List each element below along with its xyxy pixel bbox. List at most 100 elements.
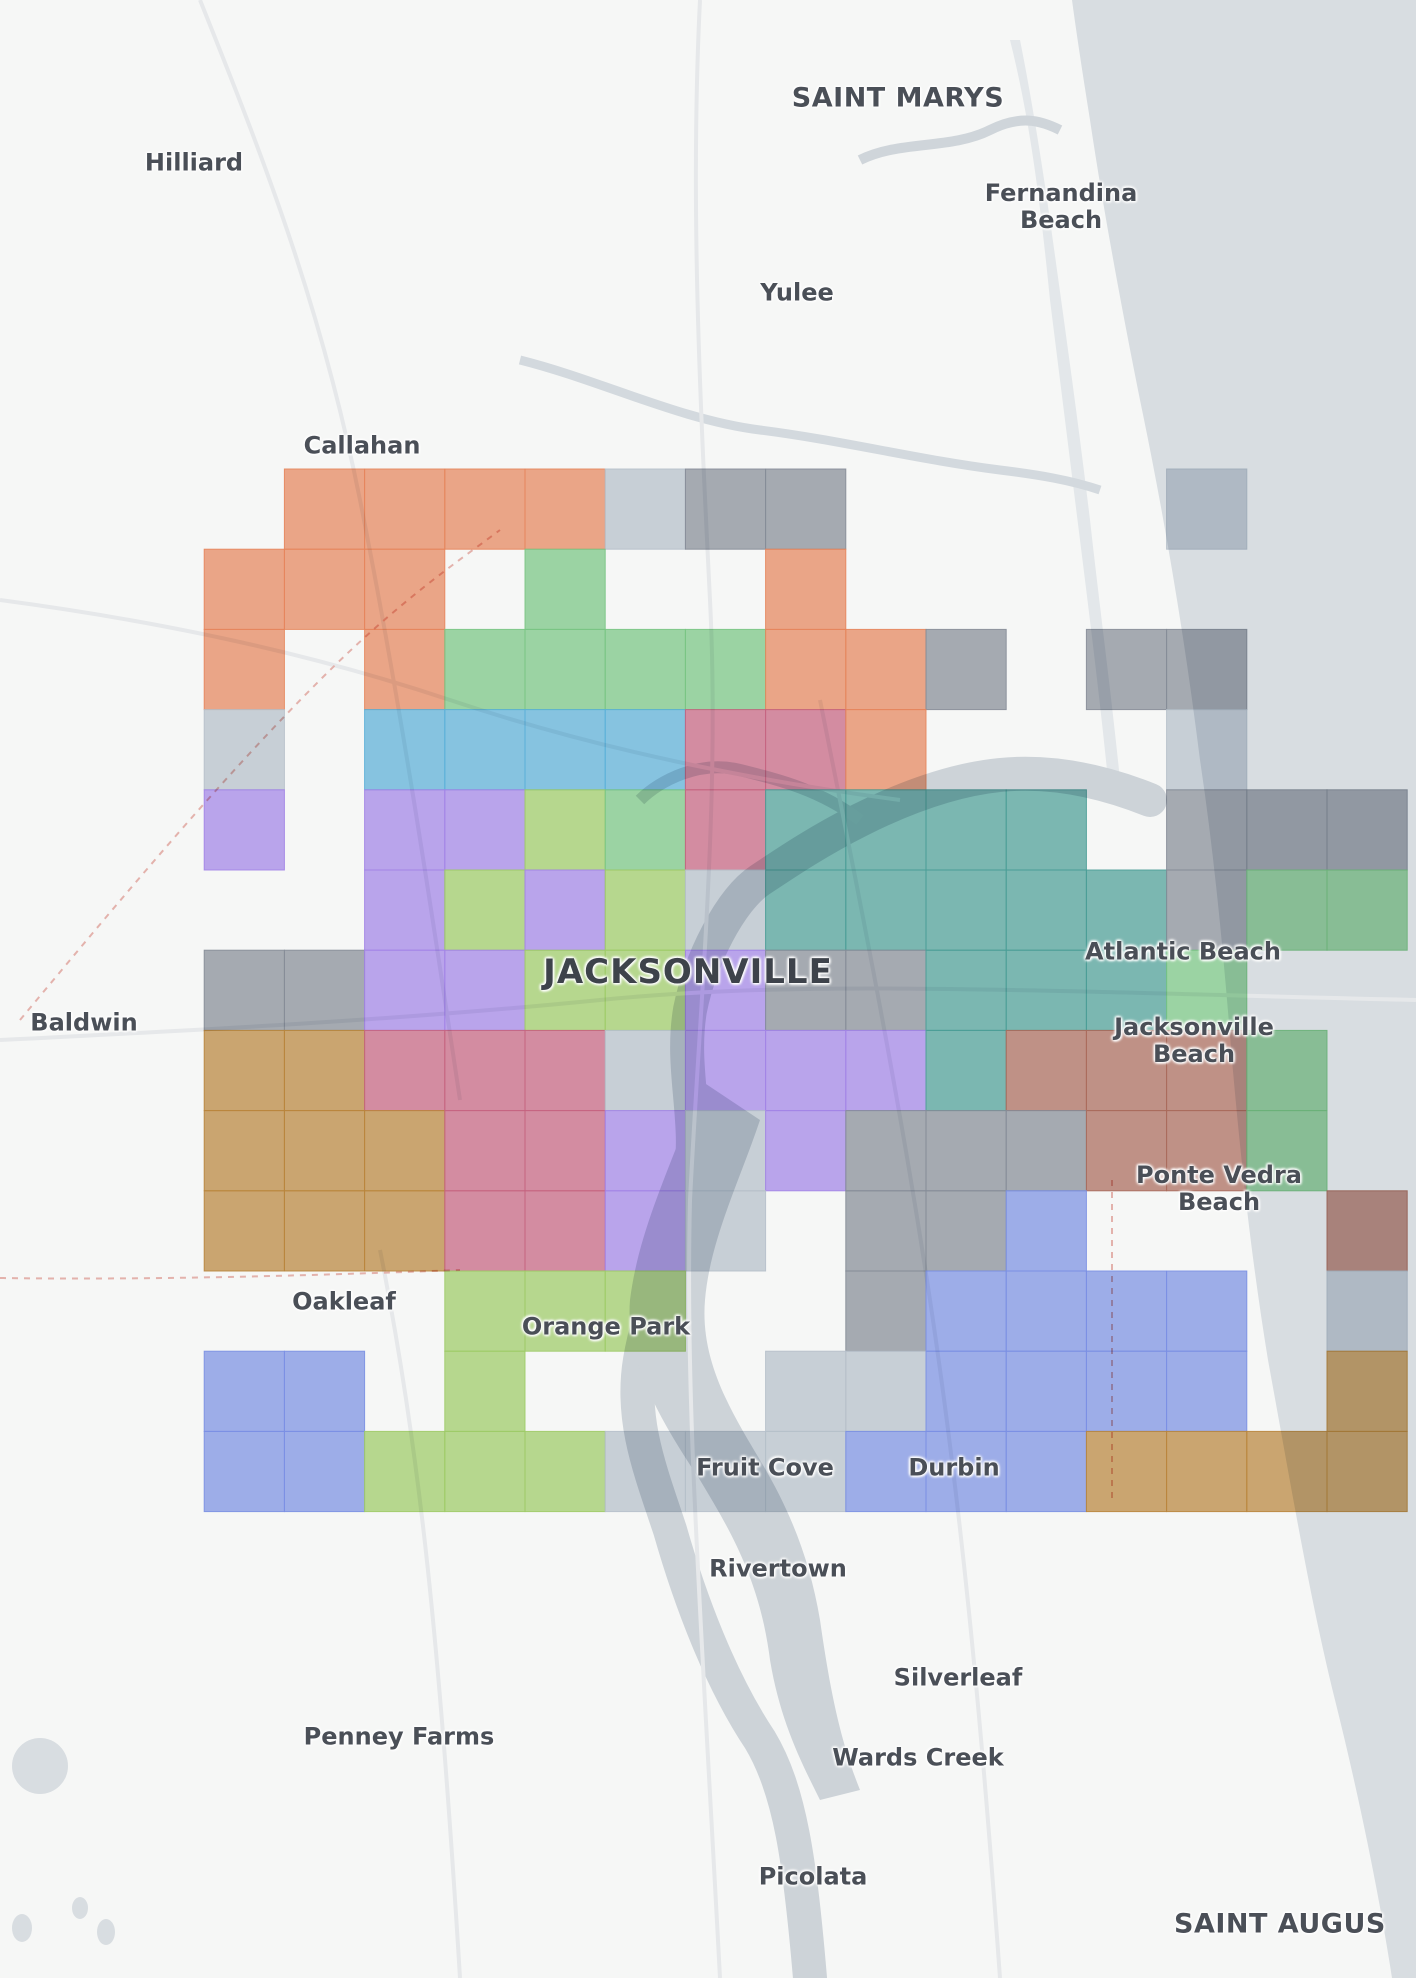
grid-cell[interactable] <box>765 869 847 951</box>
grid-cell[interactable] <box>1005 1190 1087 1272</box>
grid-cell[interactable] <box>524 628 606 711</box>
grid-cell[interactable] <box>444 628 526 711</box>
grid-cell[interactable] <box>524 1270 606 1352</box>
grid-cell[interactable] <box>283 548 366 630</box>
grid-cell[interactable] <box>1005 949 1087 1031</box>
grid-cell[interactable] <box>1085 1350 1168 1432</box>
grid-cell[interactable] <box>1246 1110 1328 1192</box>
grid-cell[interactable] <box>364 468 446 550</box>
grid-cell[interactable] <box>203 949 285 1031</box>
grid-cell[interactable] <box>604 468 686 550</box>
grid-cell[interactable] <box>765 1029 847 1112</box>
grid-cell[interactable] <box>1005 1350 1087 1432</box>
grid-cell[interactable] <box>1166 1270 1248 1352</box>
grid-cell[interactable] <box>1085 869 1168 951</box>
grid-cell[interactable] <box>1085 1430 1168 1513</box>
grid-cell[interactable] <box>1005 1270 1087 1352</box>
grid-cell[interactable] <box>1005 1110 1087 1192</box>
grid-cell[interactable] <box>925 789 1007 871</box>
grid-cell[interactable] <box>444 709 526 791</box>
grid-cell[interactable] <box>1326 1350 1408 1432</box>
grid-cell[interactable] <box>604 1029 686 1112</box>
grid-cell[interactable] <box>1166 789 1248 871</box>
grid-cell[interactable] <box>765 548 847 630</box>
grid-cell[interactable] <box>524 1190 606 1272</box>
grid-cell[interactable] <box>283 1110 366 1192</box>
grid-cell[interactable] <box>444 1190 526 1272</box>
grid-cell[interactable] <box>524 949 606 1031</box>
grid-cell[interactable] <box>524 709 606 791</box>
grid-cell[interactable] <box>1085 1110 1168 1192</box>
grid-cell[interactable] <box>283 1430 366 1513</box>
grid-cell[interactable] <box>925 1350 1007 1432</box>
grid-cell[interactable] <box>1246 869 1328 951</box>
grid-cell[interactable] <box>845 1270 927 1352</box>
grid-cell[interactable] <box>925 1270 1007 1352</box>
grid-cell[interactable] <box>364 628 446 711</box>
grid-cell[interactable] <box>604 709 686 791</box>
grid-cell[interactable] <box>845 1190 927 1272</box>
grid-cell[interactable] <box>283 1350 366 1432</box>
grid-cell[interactable] <box>524 869 606 951</box>
grid-cell[interactable] <box>444 949 526 1031</box>
grid-cell[interactable] <box>765 628 847 711</box>
grid-cell[interactable] <box>364 1029 446 1112</box>
grid-cell[interactable] <box>925 1110 1007 1192</box>
grid-cell[interactable] <box>364 1110 446 1192</box>
grid-cell[interactable] <box>765 949 847 1031</box>
grid-cell[interactable] <box>845 1350 927 1432</box>
grid-cell[interactable] <box>684 949 767 1031</box>
grid-cell[interactable] <box>203 1110 285 1192</box>
grid-cell[interactable] <box>845 709 927 791</box>
grid-cell[interactable] <box>845 1110 927 1192</box>
grid-cell[interactable] <box>1166 468 1248 550</box>
grid-cell[interactable] <box>1166 869 1248 951</box>
grid-cell[interactable] <box>1085 628 1168 711</box>
grid-cell[interactable] <box>283 949 366 1031</box>
grid-cell[interactable] <box>203 709 285 791</box>
grid-cell[interactable] <box>1326 789 1408 871</box>
grid-cell[interactable] <box>925 1029 1007 1112</box>
grid-cell[interactable] <box>1166 628 1248 711</box>
grid-cell[interactable] <box>203 548 285 630</box>
grid-cell[interactable] <box>364 1190 446 1272</box>
grid-cell[interactable] <box>1005 869 1087 951</box>
grid-cell[interactable] <box>524 548 606 630</box>
grid-cell[interactable] <box>845 628 927 711</box>
grid-cell[interactable] <box>1166 1350 1248 1432</box>
grid-cell[interactable] <box>1005 789 1087 871</box>
grid-cell[interactable] <box>1005 1430 1087 1513</box>
grid-cell[interactable] <box>684 468 767 550</box>
grid-cell[interactable] <box>845 789 927 871</box>
grid-cell[interactable] <box>1085 1270 1168 1352</box>
grid-cell[interactable] <box>524 1430 606 1513</box>
grid-cell[interactable] <box>604 949 686 1031</box>
grid-cell[interactable] <box>1246 1430 1328 1513</box>
grid-cell[interactable] <box>1166 1029 1248 1112</box>
grid-cell[interactable] <box>1246 789 1328 871</box>
grid-cell[interactable] <box>925 628 1007 711</box>
grid-cell[interactable] <box>364 548 446 630</box>
grid-cell[interactable] <box>604 1270 686 1352</box>
grid-cell[interactable] <box>283 1029 366 1112</box>
grid-cell[interactable] <box>364 949 446 1031</box>
grid-cell[interactable] <box>684 789 767 871</box>
grid-cell[interactable] <box>203 1029 285 1112</box>
grid-cell[interactable] <box>604 1430 686 1513</box>
grid-cell[interactable] <box>444 1110 526 1192</box>
grid-cell[interactable] <box>604 789 686 871</box>
grid-cell[interactable] <box>925 949 1007 1031</box>
grid-cell[interactable] <box>604 869 686 951</box>
grid-cell[interactable] <box>845 1029 927 1112</box>
grid-cell[interactable] <box>1166 1110 1248 1192</box>
grid-cell[interactable] <box>765 1110 847 1192</box>
grid-cell[interactable] <box>1326 1190 1408 1272</box>
grid-cell[interactable] <box>444 1270 526 1352</box>
grid-cell[interactable] <box>1166 709 1248 791</box>
grid-cell[interactable] <box>1166 1430 1248 1513</box>
grid-cell[interactable] <box>845 869 927 951</box>
grid-cell[interactable] <box>765 1350 847 1432</box>
grid-cell[interactable] <box>1085 1029 1168 1112</box>
grid-cell[interactable] <box>283 468 366 550</box>
grid-cell[interactable] <box>604 1190 686 1272</box>
